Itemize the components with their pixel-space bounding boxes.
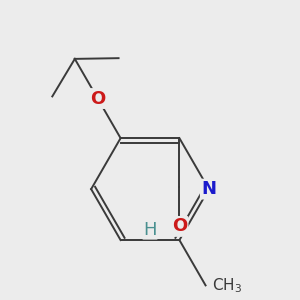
Text: H: H (143, 221, 157, 239)
Text: O: O (90, 89, 105, 107)
Text: N: N (201, 180, 216, 198)
Text: CH$_3$: CH$_3$ (212, 276, 242, 295)
Text: O: O (172, 218, 187, 236)
